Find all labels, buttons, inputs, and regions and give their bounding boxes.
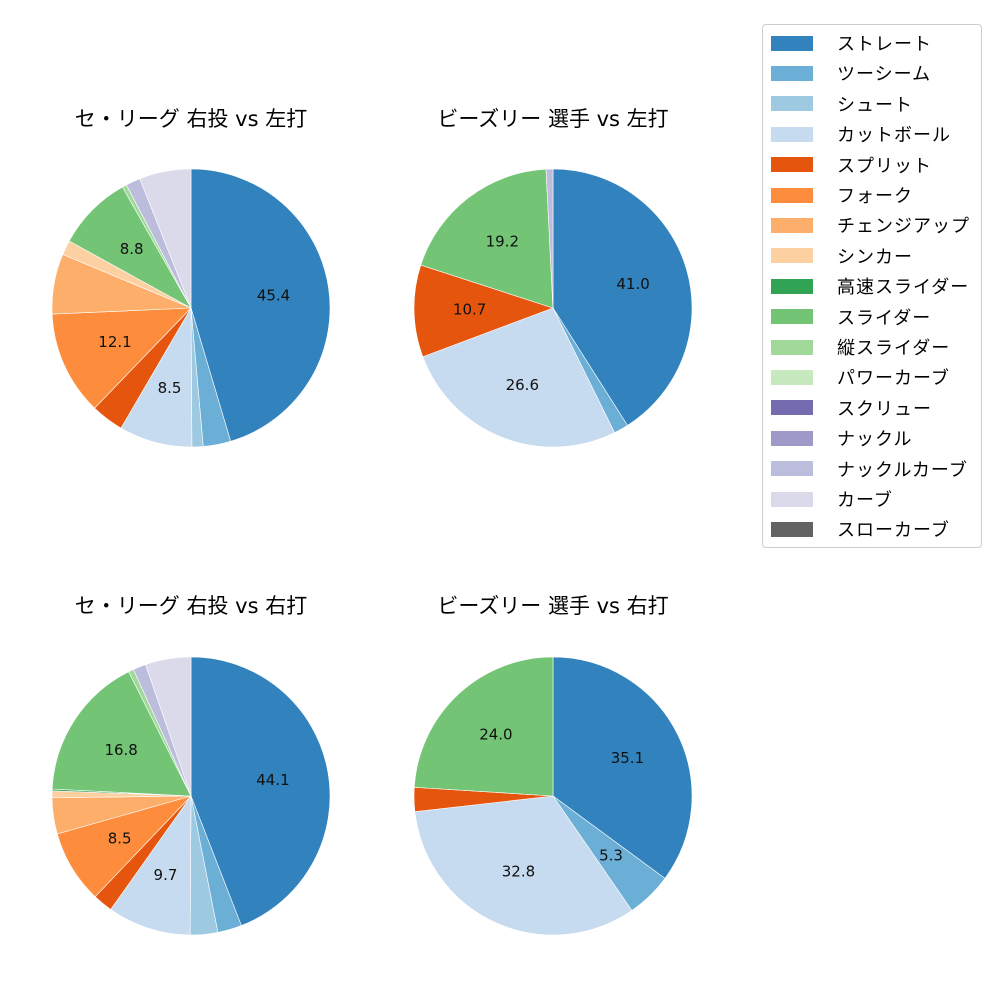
pie-slice (51, 671, 192, 797)
pie-slice (552, 168, 693, 426)
legend-label: スローカーブ (837, 520, 950, 542)
slice-value-label: 9.7 (154, 866, 178, 884)
legend-swatch (771, 157, 813, 173)
legend-item: スライダー (771, 305, 931, 329)
legend-swatch (771, 278, 813, 294)
legend-swatch (771, 461, 813, 477)
chart-title-1: ビーズリー 選手 vs 左打 (437, 107, 669, 131)
legend-label: 高速スライダー (837, 277, 970, 299)
pie-slice (139, 168, 192, 309)
legend-item: ナックル (771, 426, 912, 450)
slice-value-label: 19.2 (486, 232, 519, 250)
slice-value-label: 32.8 (502, 862, 535, 880)
legend-item: カットボール (771, 122, 951, 146)
legend-label: スクリュー (837, 398, 932, 420)
slice-value-label: 41.0 (616, 275, 649, 293)
legend-swatch (771, 430, 813, 446)
legend-label: ストレート (837, 34, 932, 55)
legend-label: ナックル (837, 429, 913, 451)
legend-item: 縦スライダー (771, 335, 950, 359)
legend-item: フォーク (771, 183, 913, 207)
legend-swatch (771, 521, 813, 537)
legend-label: スプリット (837, 155, 932, 177)
slice-value-label: 8.8 (120, 240, 144, 258)
legend-swatch (771, 187, 813, 203)
legend-item: カーブ (771, 487, 893, 511)
chart-title-0: セ・リーグ 右投 vs 左打 (74, 107, 308, 131)
legend-label: パワーカーブ (837, 368, 950, 390)
slice-value-label: 16.8 (104, 741, 137, 759)
slice-value-label: 24.0 (479, 726, 512, 744)
legend-item: スプリット (771, 153, 932, 177)
legend-item: スローカーブ (771, 517, 950, 541)
legend-item: ツーシーム (771, 61, 931, 85)
legend-swatch (771, 400, 813, 416)
legend-item: パワーカーブ (771, 365, 950, 389)
legend-label: フォーク (837, 186, 913, 207)
chart-title-2: セ・リーグ 右投 vs 右打 (74, 594, 308, 618)
legend-item: スクリュー (771, 396, 932, 420)
pie-slice (190, 656, 331, 926)
legend-item: シンカー (771, 244, 913, 268)
legend-swatch (771, 369, 813, 385)
legend: ストレートツーシームシュートカットボール スプリットフォークチェンジアップ シンカー… (762, 24, 982, 548)
slice-value-label: 45.4 (257, 286, 290, 304)
slice-value-label: 12.1 (98, 333, 131, 351)
pie-1: 41.0 26.6 10.7 19.2 (413, 168, 693, 448)
chart-title-3: ビーズリー 選手 vs 右打 (437, 594, 669, 618)
legend-item: ナックルカーブ (771, 457, 968, 481)
pie-slice (145, 656, 192, 797)
legend-label: チェンジアップ (837, 216, 970, 238)
pie-slice (190, 168, 331, 442)
pie-slice (413, 264, 554, 358)
legend-label: ナックルカーブ (837, 459, 968, 481)
slice-value-label: 10.7 (453, 300, 486, 318)
legend-label: 縦スライダー (837, 338, 951, 359)
legend-label: ツーシーム (837, 64, 932, 86)
slice-value-label: 8.5 (158, 379, 182, 397)
pie-2: 44.1 9.7 8.5 16.8 (51, 656, 331, 936)
legend-item: チェンジアップ (771, 213, 970, 237)
legend-swatch (771, 248, 813, 264)
slice-value-label: 8.5 (108, 830, 132, 848)
pie-slice (414, 795, 633, 936)
legend-swatch (771, 35, 813, 51)
slice-value-label: 26.6 (506, 376, 539, 394)
pie-0: 45.4 8.5 12.1 8.8 (51, 168, 331, 448)
legend-swatch (771, 126, 813, 142)
slice-value-label: 44.1 (256, 771, 289, 789)
legend-swatch (771, 65, 813, 81)
legend-label: カーブ (837, 490, 893, 511)
pie-slice (51, 307, 192, 409)
legend-item: ストレート (771, 31, 932, 55)
legend-swatch (771, 96, 813, 112)
legend-item: 高速スライダー (771, 274, 969, 298)
pie-slice (413, 656, 554, 797)
legend-item: シュート (771, 92, 913, 116)
legend-swatch (771, 217, 813, 233)
legend-swatch (771, 309, 813, 325)
legend-label: スライダー (837, 307, 932, 329)
legend-swatch (771, 491, 813, 507)
legend-swatch (771, 339, 813, 355)
slice-value-label: 35.1 (611, 749, 644, 767)
pie-slice (552, 656, 693, 879)
pie-slice (110, 795, 192, 936)
pie-slice (545, 168, 554, 309)
slice-value-label: 5.3 (599, 846, 623, 864)
pie-slice (420, 168, 554, 309)
pie-3: 35.1 5.3 32.8 24.0 (413, 656, 693, 936)
legend-label: シュート (837, 94, 913, 116)
pie-slice (422, 307, 615, 448)
legend-label: シンカー (837, 246, 913, 268)
legend-label: カットボール (837, 125, 951, 147)
